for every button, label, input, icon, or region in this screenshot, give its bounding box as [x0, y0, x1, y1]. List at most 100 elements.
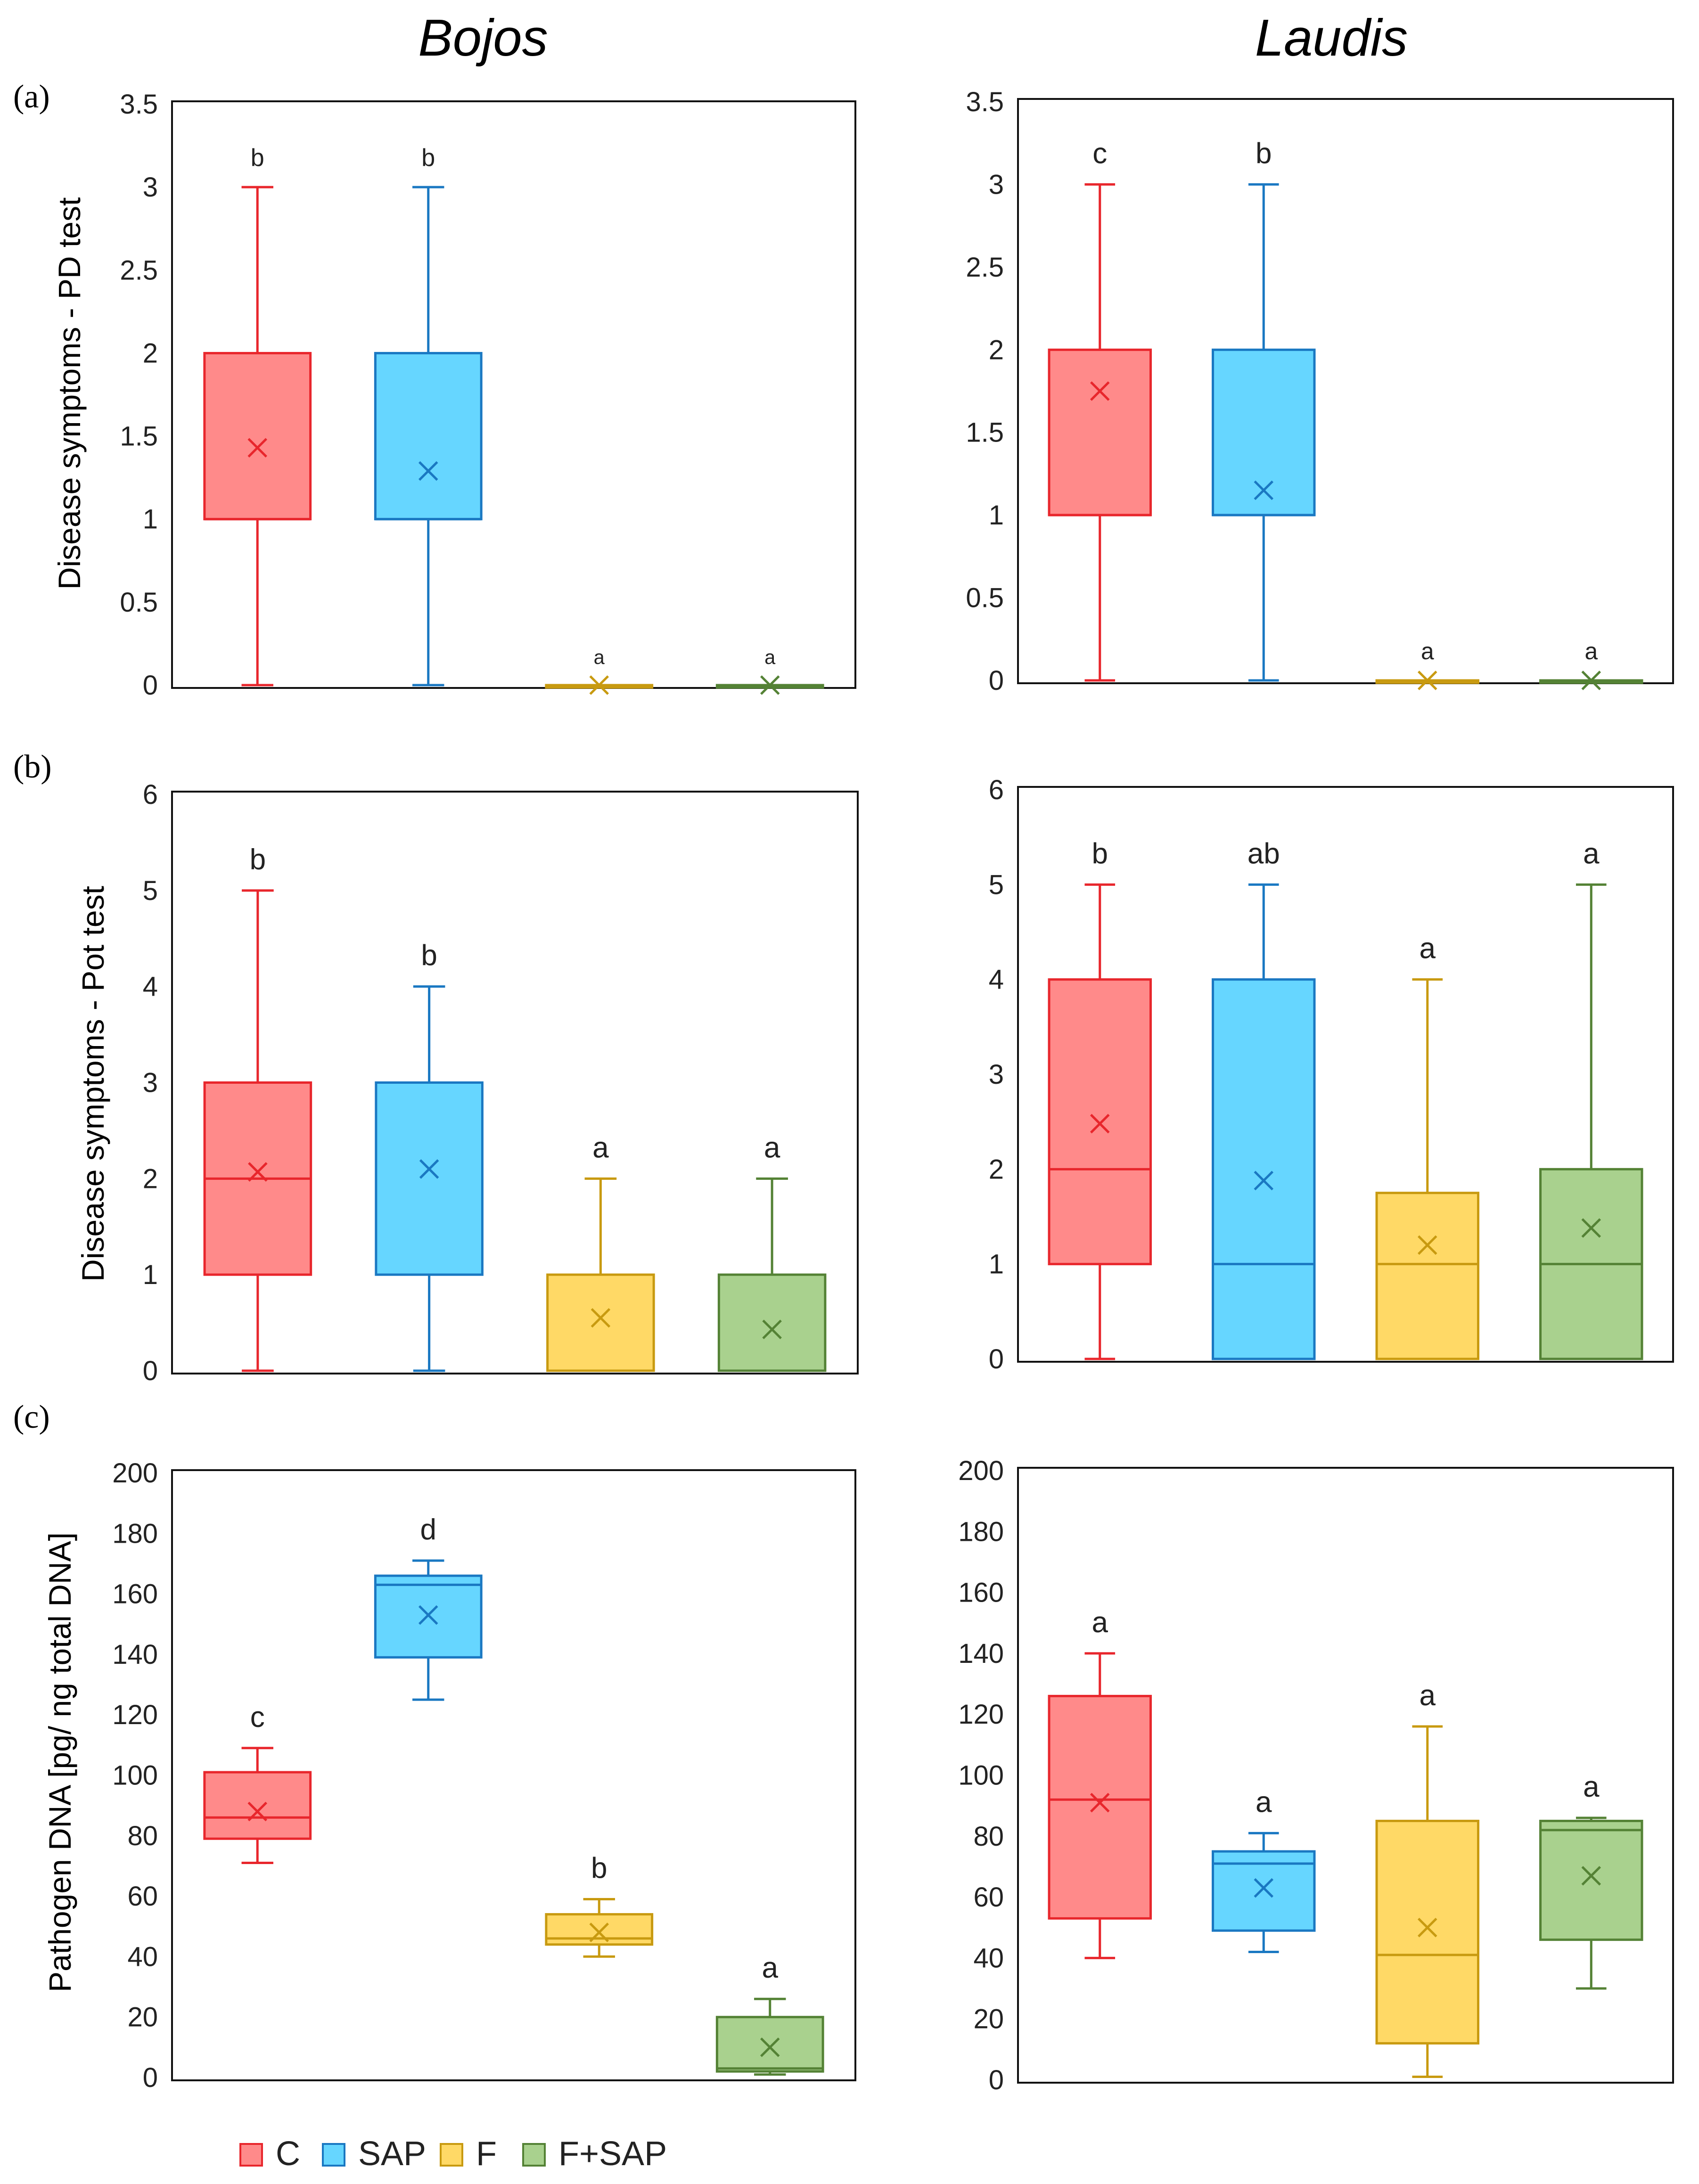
mean-marker-sap — [419, 1159, 439, 1179]
box-f-plus-sap — [1539, 1819, 1643, 1941]
legend-label: F+SAP — [558, 2135, 667, 2173]
y-axis-label-pd-test: Disease symptoms - PD test — [52, 197, 87, 590]
y-tick-label: 120 — [958, 1699, 1004, 1730]
mean-marker-stroke — [762, 1319, 782, 1340]
y-tick-label: 0 — [143, 670, 158, 701]
box-f — [1375, 1192, 1479, 1360]
mean-marker-stroke — [1417, 671, 1437, 690]
mean-marker-f — [1417, 671, 1437, 690]
significance-letter-f: a — [592, 1131, 609, 1164]
y-tick-label: 1.5 — [966, 417, 1004, 448]
legend-item-f: F — [440, 2135, 497, 2173]
legend-label: SAP — [358, 2135, 426, 2173]
mean-marker-f-plus-sap — [762, 1319, 782, 1340]
significance-letter-f-plus-sap: a — [764, 646, 776, 668]
mean-marker-c — [247, 438, 268, 458]
mean-marker-sap — [1254, 1170, 1274, 1191]
y-tick-label: 0 — [143, 1356, 158, 1386]
y-tick-label: 3.5 — [966, 87, 1004, 117]
mean-marker-stroke — [419, 1159, 439, 1179]
significance-letter-sap: b — [1256, 137, 1272, 170]
plot-frame — [171, 791, 859, 1374]
y-tick-label: 60 — [127, 1881, 158, 1912]
y-tick-label: 2 — [989, 1154, 1004, 1185]
mean-marker-stroke — [1581, 671, 1601, 690]
legend-swatch — [322, 2143, 345, 2167]
y-tick-label: 0 — [143, 2062, 158, 2093]
y-tick-label: 180 — [958, 1516, 1004, 1547]
mean-marker-f-plus-sap — [760, 675, 780, 695]
chart-b-laudis: 0 1 2 3 4 5 6 b ab a a — [989, 775, 1674, 1374]
y-tick-label: 2 — [143, 1163, 158, 1194]
legend-label: F — [476, 2135, 497, 2173]
plot-frame — [1017, 786, 1674, 1363]
mean-marker-f-plus-sap — [1581, 671, 1601, 690]
mean-marker-sap — [1254, 1878, 1274, 1898]
y-tick-label: 5 — [989, 869, 1004, 900]
y-tick-label: 140 — [958, 1638, 1004, 1669]
y-tick-label: 200 — [958, 1456, 1004, 1486]
mean-marker-stroke — [248, 1162, 268, 1182]
y-tick-label: 2.5 — [120, 255, 158, 286]
y-tick-label: 60 — [973, 1882, 1004, 1913]
chart-b-bojos: 0 1 2 3 4 5 6 b b a a — [143, 779, 859, 1386]
y-tick-label: 1 — [143, 1260, 158, 1290]
y-tick-label: 100 — [112, 1760, 158, 1791]
significance-letter-c: c — [1092, 137, 1107, 170]
y-tick-label: 3.5 — [120, 89, 158, 120]
chart-a-laudis: 0 0.5 1 1.5 2 2.5 3 3.5 c b a a — [966, 87, 1674, 696]
significance-letter-f: b — [591, 1852, 607, 1885]
y-tick-label: 0.5 — [120, 587, 158, 618]
y-tick-label: 20 — [973, 2004, 1004, 2035]
y-tick-label: 140 — [112, 1639, 158, 1670]
y-tick-label: 40 — [127, 1941, 158, 1972]
box-sap — [1212, 978, 1316, 1360]
y-tick-label: 0 — [989, 1344, 1004, 1374]
significance-letter-sap: d — [420, 1513, 436, 1546]
box-sap — [374, 352, 483, 521]
mean-marker-stroke — [247, 1801, 268, 1822]
plot-frame — [171, 1469, 856, 2081]
mean-marker-f — [1417, 1235, 1437, 1255]
mean-marker-stroke — [1417, 1917, 1437, 1938]
box-c — [203, 352, 312, 521]
legend-item-f-plus-sap: F+SAP — [522, 2135, 667, 2173]
y-tick-label: 0 — [989, 2065, 1004, 2095]
significance-letter-c: b — [250, 843, 266, 876]
mean-marker-c — [1090, 1792, 1110, 1813]
mean-marker-stroke — [1417, 1235, 1437, 1255]
legend-swatch — [522, 2143, 546, 2167]
mean-marker-stroke — [1254, 480, 1274, 500]
panel-label-c: (c) — [13, 1399, 50, 1435]
mean-marker-stroke — [1581, 1218, 1601, 1238]
y-tick-label: 1 — [143, 504, 158, 535]
significance-letter-f-plus-sap: a — [1583, 1771, 1600, 1803]
significance-letter-c: b — [1092, 837, 1108, 870]
mean-marker-stroke — [1254, 1170, 1274, 1191]
y-tick-label: 180 — [112, 1518, 158, 1549]
plot-frame — [171, 100, 856, 689]
mean-marker-f-plus-sap — [760, 2037, 780, 2057]
significance-letter-f: a — [594, 646, 605, 668]
mean-marker-stroke — [1581, 1866, 1601, 1886]
mean-marker-stroke — [589, 675, 609, 695]
mean-marker-stroke — [760, 2037, 780, 2057]
mean-marker-f-plus-sap — [1581, 1866, 1601, 1886]
mean-marker-sap — [418, 461, 438, 481]
y-tick-label: 4 — [989, 965, 1004, 995]
legend: C SAP F F+SAP — [239, 2135, 667, 2173]
chart-a-bojos: 0 0.5 1 1.5 2 2.5 3 3.5 b b a a — [120, 89, 856, 701]
box-c — [203, 1771, 312, 1840]
mean-marker-c — [248, 1162, 268, 1182]
y-tick-label: 3 — [143, 172, 158, 203]
y-tick-label: 120 — [112, 1700, 158, 1730]
mean-marker-c — [1090, 1113, 1110, 1134]
y-tick-label: 2 — [143, 338, 158, 368]
legend-swatch — [440, 2143, 463, 2167]
significance-letter-f-plus-sap: a — [1583, 837, 1600, 870]
column-title-bojos: Bojos — [418, 9, 548, 67]
y-tick-label: 3 — [989, 169, 1004, 200]
y-tick-label: 160 — [112, 1579, 158, 1610]
chart-c-bojos: 0 20 40 60 80 100 120 140 160 180 200 c d b a — [112, 1458, 856, 2093]
